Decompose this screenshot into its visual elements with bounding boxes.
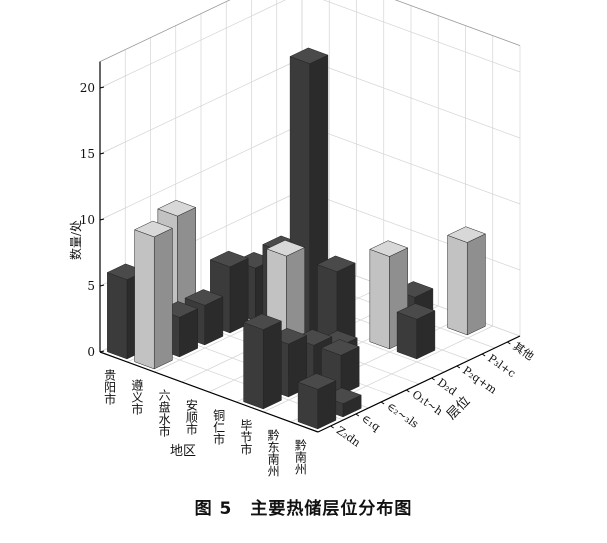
bar-top-face (446, 226, 487, 243)
layer-tick-label: 其他 (511, 340, 536, 363)
layer-tick-label: O₁t~h (410, 388, 445, 418)
bar-side-face (153, 227, 173, 370)
layer-tick (481, 353, 486, 357)
bar-front-face (297, 381, 318, 430)
bar-top-face (266, 240, 306, 257)
bar-front-face (447, 234, 468, 336)
layer-axis (317, 335, 521, 433)
bar (316, 255, 356, 352)
bar (446, 226, 487, 336)
z-tick (99, 86, 105, 89)
region-axis (99, 351, 319, 433)
bar-front-face (134, 229, 155, 370)
bar-front-face (396, 311, 417, 360)
region-tick-label: 六盘水市 (157, 389, 171, 437)
bar (133, 220, 174, 370)
bar (297, 373, 337, 430)
bar-top-face (316, 255, 356, 272)
wall-edge (394, 0, 521, 46)
bar-side-face (466, 233, 486, 336)
figure-caption: 图 5 主要热储层位分布图 (194, 499, 413, 519)
bar-top-face (320, 339, 360, 356)
layer-tick-label: ∈₁q (359, 412, 383, 434)
layer-tick (431, 377, 435, 381)
z-tick-label: 0 (87, 345, 95, 359)
bar-front-face (243, 322, 264, 410)
region-tick-label: 黔东南州 (266, 428, 280, 477)
bar-top-face (369, 240, 409, 257)
bar (396, 303, 436, 360)
z-axis-title: 数量/处 (68, 220, 83, 260)
region-tick-label: 黔南州 (293, 438, 307, 475)
region-tick-label: 贵阳市 (103, 369, 117, 405)
layer-axis-title: 层位 (444, 394, 473, 423)
z-tick (99, 350, 105, 353)
layer-tick-label: P₃l+c (485, 352, 518, 380)
region-tick-label: 遵义市 (130, 378, 144, 415)
wall-edge (99, 0, 231, 62)
bar-top-face (242, 313, 283, 330)
bar-front-face (107, 272, 128, 360)
layer-tick (330, 425, 334, 429)
bar-top-face (297, 373, 337, 390)
region-tick-label: 毕节市 (239, 419, 253, 455)
bar-front-face (369, 248, 390, 350)
layer-tick (406, 389, 410, 393)
z-tick (99, 218, 105, 221)
layer-tick-label: D₂d (435, 376, 459, 398)
bar-top-face (289, 47, 329, 64)
layer-tick (380, 401, 385, 405)
layer-tick-label: Z₂dn (334, 424, 363, 450)
layer-tick-label: P₂q+m (460, 364, 499, 397)
z-tick-label: 5 (87, 279, 95, 293)
bar-top-face (184, 289, 224, 306)
bar-side-face (262, 320, 282, 410)
layer-tick-label: ∈₂~₃ls (384, 400, 421, 431)
z-tick-label: 15 (80, 147, 95, 161)
layer-tick (456, 365, 461, 369)
z-tick (99, 284, 105, 287)
layer-tick (507, 341, 511, 345)
z-tick-label: 20 (80, 81, 95, 95)
z-tick (99, 152, 105, 155)
bar (242, 313, 283, 410)
bar-top-face (209, 250, 249, 268)
bar-top-face (133, 220, 174, 238)
z-tick-label: 10 (80, 213, 95, 227)
region-tick-label: 铜仁市 (212, 408, 226, 445)
region-axis-title: 地区 (170, 444, 196, 459)
layer-tick (355, 413, 360, 417)
bar-top-face (396, 303, 436, 320)
region-tick-label: 安顺市 (184, 398, 198, 435)
bar-top-face (157, 200, 197, 217)
